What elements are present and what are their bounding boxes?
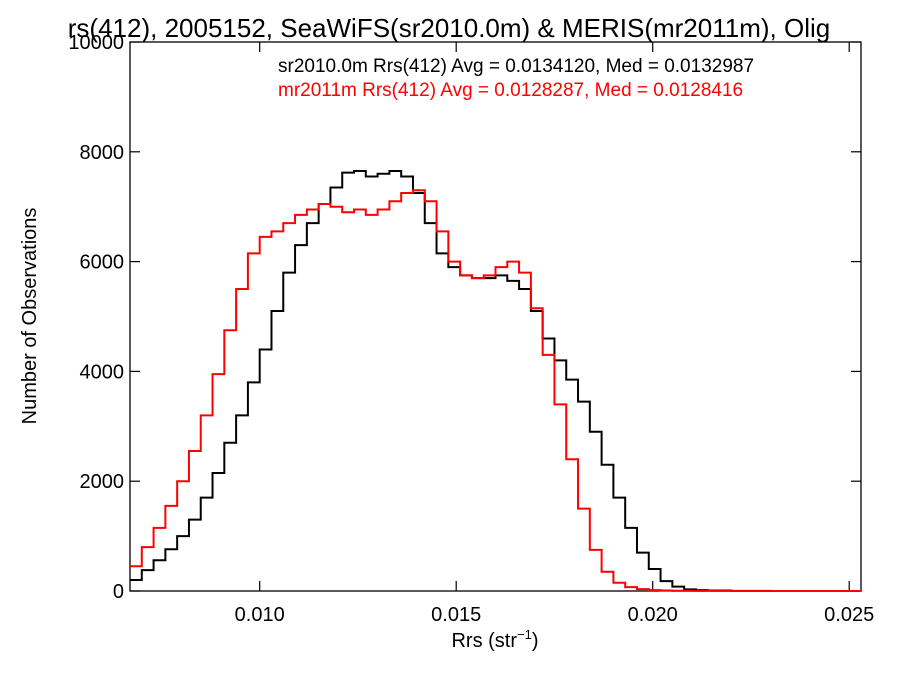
- y-tick-label: 6000: [80, 252, 125, 274]
- plot-area: [129, 41, 862, 592]
- x-tick-label: 0.020: [628, 604, 678, 626]
- x-axis-label-close: ): [532, 630, 539, 652]
- x-axis-label-superscript: −1: [517, 627, 532, 642]
- y-tick-label: 10000: [68, 32, 124, 54]
- x-tick-label: 0.015: [431, 604, 481, 626]
- plot-border: [129, 41, 862, 592]
- y-tick-label: 8000: [80, 142, 125, 164]
- series-line-1: [130, 189, 862, 592]
- axis-ticks: 0.010 0.015 0.020 0.025 0 2000 4000 6000 8000 100…: [68, 32, 874, 626]
- y-tick-label: 2000: [80, 471, 125, 493]
- y-tick-label: 0: [113, 581, 124, 603]
- series-line-0: [130, 170, 862, 592]
- legend-entry-red: mr2011m Rrs(412) Avg = 0.0128287, Med = …: [278, 80, 743, 101]
- x-tick-label: 0.025: [824, 604, 874, 626]
- legend-entry-black: sr2010.0m Rrs(412) Avg = 0.0134120, Med …: [278, 56, 754, 77]
- series-layer: [130, 170, 862, 592]
- y-tick-label: 4000: [80, 361, 125, 383]
- x-tick-label: 0.010: [235, 604, 285, 626]
- y-axis-label: Number of Observations: [19, 208, 41, 425]
- x-axis-label: Rrs (str−1): [451, 627, 538, 652]
- chart-title: rs(412), 2005152, SeaWiFS(sr2010.0m) & M…: [68, 13, 830, 43]
